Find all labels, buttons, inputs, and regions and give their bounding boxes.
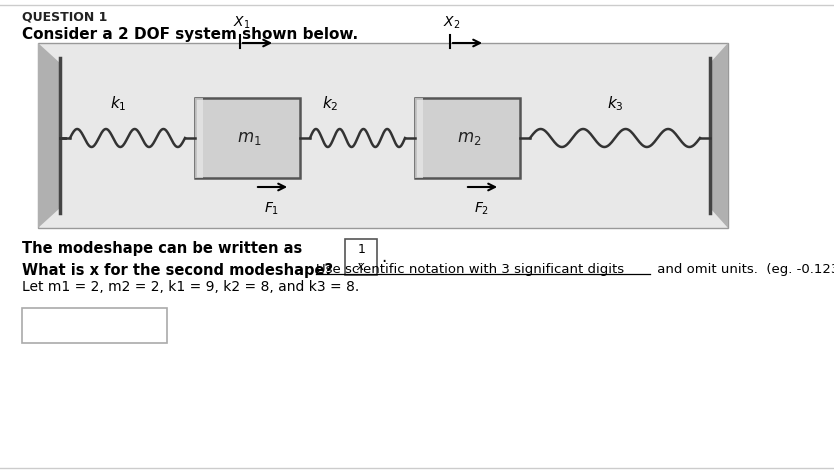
Bar	[415, 98, 520, 178]
Text: QUESTION 1: QUESTION 1	[22, 11, 108, 24]
Polygon shape	[38, 43, 60, 228]
Text: $F_2$: $F_2$	[475, 201, 490, 218]
Bar	[195, 98, 203, 178]
Text: $k_1$: $k_1$	[110, 94, 126, 113]
Text: $x$: $x$	[356, 260, 366, 272]
Text: $m_1$: $m_1$	[237, 129, 262, 147]
Text: $k_3$: $k_3$	[606, 94, 623, 113]
Text: Use scientific notation with 3 significant digits: Use scientific notation with 3 significa…	[316, 263, 624, 276]
Bar	[345, 239, 377, 275]
Text: $m_2$: $m_2$	[457, 129, 482, 147]
Text: Consider a 2 DOF system shown below.: Consider a 2 DOF system shown below.	[22, 27, 358, 42]
Text: .: .	[381, 248, 386, 266]
Text: $X_2$: $X_2$	[444, 15, 460, 31]
Text: $1$: $1$	[357, 243, 365, 255]
Bar	[415, 98, 423, 178]
Text: $X_1$: $X_1$	[234, 15, 251, 31]
Text: $F_1$: $F_1$	[264, 201, 279, 218]
Text: The modeshape can be written as: The modeshape can be written as	[22, 241, 302, 256]
Bar	[38, 43, 728, 228]
Text: and omit units.  (eg. -0.123): and omit units. (eg. -0.123)	[653, 263, 834, 276]
Text: Let m1 = 2, m2 = 2, k1 = 9, k2 = 8, and k3 = 8.: Let m1 = 2, m2 = 2, k1 = 9, k2 = 8, and …	[22, 280, 359, 294]
Text: $k_2$: $k_2$	[322, 94, 339, 113]
Bar	[22, 308, 167, 343]
Polygon shape	[710, 43, 728, 228]
Bar	[195, 98, 300, 178]
Text: What is x for the second modeshape?: What is x for the second modeshape?	[22, 263, 333, 278]
